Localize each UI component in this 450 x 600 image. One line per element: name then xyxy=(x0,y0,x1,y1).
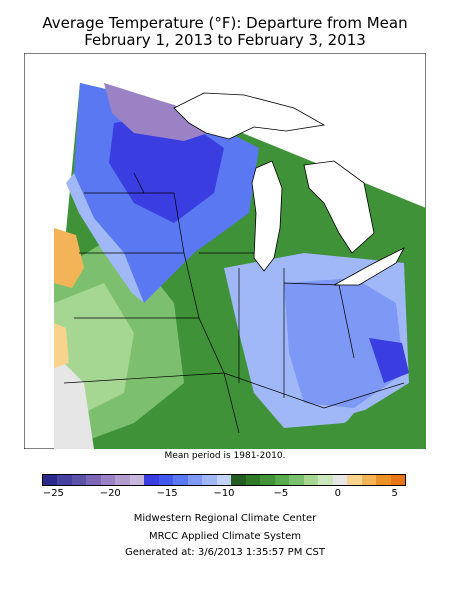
purple-north xyxy=(104,83,214,141)
legend-swatch xyxy=(158,475,174,485)
legend-swatch xyxy=(115,475,130,485)
legend-tick-label: −15 xyxy=(156,488,178,499)
legend-swatch xyxy=(318,475,333,485)
legend-swatch xyxy=(332,475,348,485)
legend-swatch xyxy=(173,475,188,485)
legend-swatch xyxy=(43,475,58,485)
lake-huron xyxy=(303,160,375,254)
legend-swatch xyxy=(57,475,72,485)
lake-erie xyxy=(333,247,405,286)
legend-swatch xyxy=(86,475,101,485)
deep-blue-north xyxy=(109,113,224,223)
footer-generated: Generated at: 3/6/2013 1:35:57 PM CST xyxy=(125,547,325,558)
light-blue-band xyxy=(66,173,144,303)
blue-ohio xyxy=(284,278,404,408)
legend-swatch xyxy=(361,475,377,485)
mean-period-note: Mean period is 1981-2010. xyxy=(164,451,286,461)
grey-far-west xyxy=(54,353,94,449)
color-legend xyxy=(42,474,406,486)
legend-swatch xyxy=(71,475,87,485)
legend-swatch xyxy=(144,475,159,485)
footer-center-name: Midwestern Regional Climate Center xyxy=(133,513,317,524)
legend-swatch xyxy=(303,475,319,485)
legend-tick-label: −5 xyxy=(273,488,289,499)
map-title-line2: February 1, 2013 to February 3, 2013 xyxy=(84,31,366,49)
legend-tick-label: 0 xyxy=(334,488,341,499)
legend-swatch xyxy=(260,475,275,485)
legend-swatch xyxy=(216,475,232,485)
legend-tick-label: −20 xyxy=(99,488,121,499)
legend-swatch xyxy=(289,475,304,485)
lake-michigan xyxy=(251,160,283,272)
footer-system-name: MRCC Applied Climate System xyxy=(149,531,301,542)
legend-swatch xyxy=(390,475,406,485)
lake-superior xyxy=(173,92,326,140)
legend-swatch xyxy=(100,475,116,485)
legend-swatch xyxy=(347,475,362,485)
map-title-line1: Average Temperature (°F): Departure from… xyxy=(42,14,408,32)
temperature-departure-map xyxy=(24,53,426,449)
legend-swatch xyxy=(202,475,217,485)
legend-tick-label: 5 xyxy=(391,488,398,499)
deep-blue-east xyxy=(369,338,409,383)
legend-swatch xyxy=(129,475,145,485)
legend-swatch xyxy=(274,475,290,485)
legend-swatch xyxy=(231,475,246,485)
green-southeast xyxy=(324,393,426,449)
orange-west xyxy=(54,228,84,288)
legend-swatch xyxy=(376,475,391,485)
orange-southwest xyxy=(54,323,69,368)
legend-tick-label: −10 xyxy=(213,488,235,499)
legend-swatch xyxy=(245,475,261,485)
legend-tick-label: −25 xyxy=(42,488,64,499)
legend-swatch xyxy=(187,475,203,485)
